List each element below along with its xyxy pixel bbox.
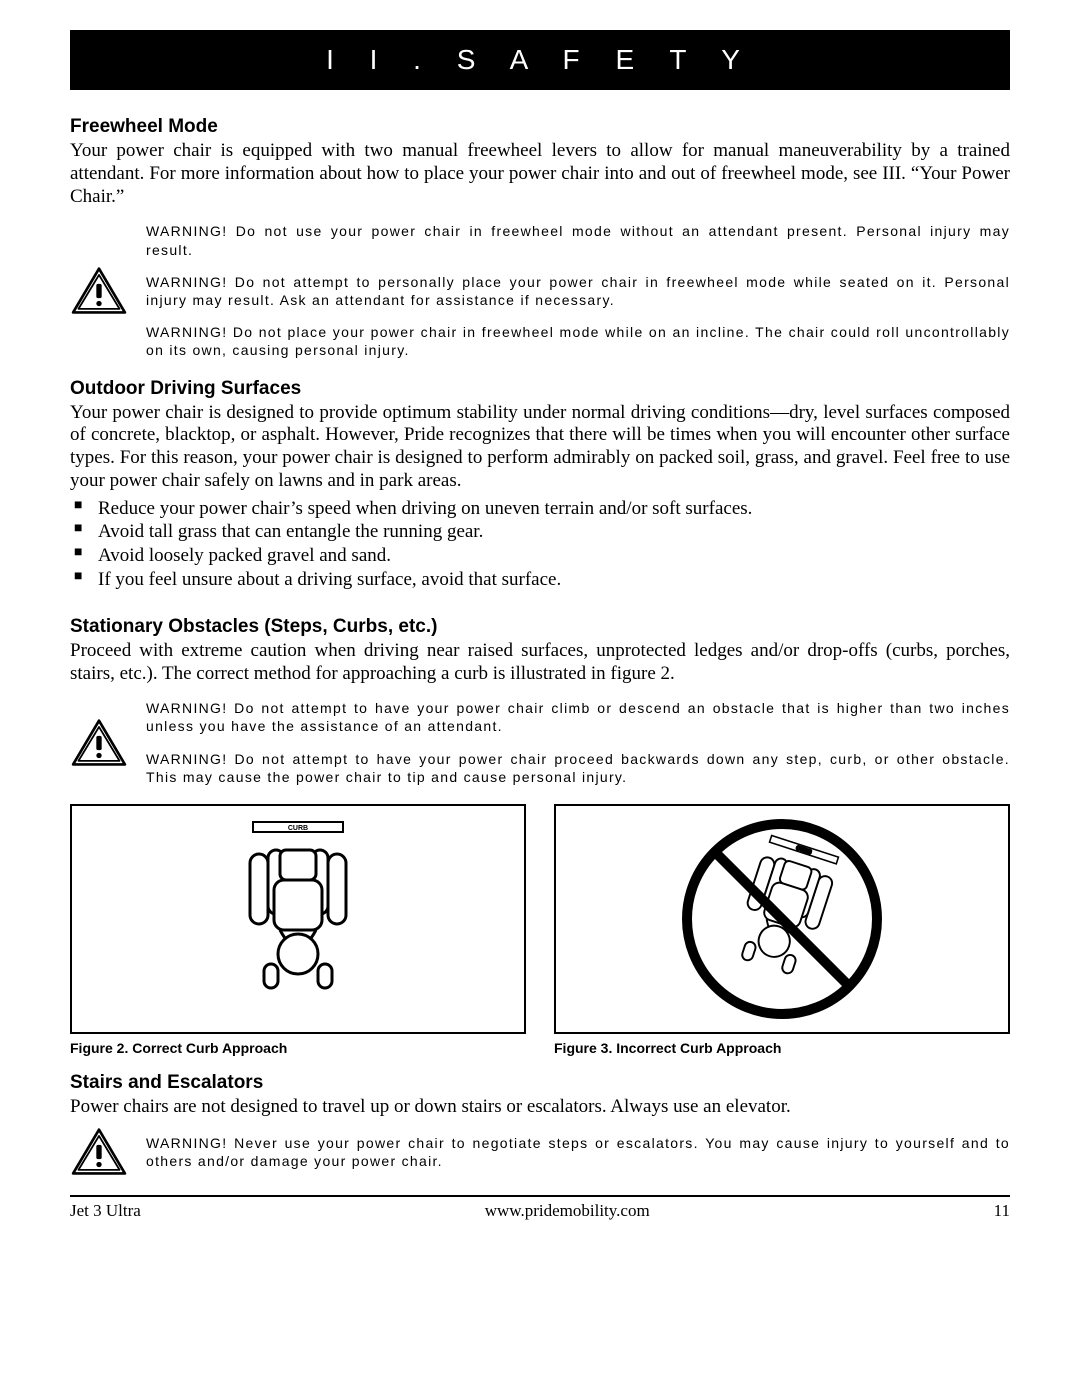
curb-label: CURB	[288, 825, 308, 832]
warning-text: WARNING! Never use your power chair to n…	[146, 1134, 1010, 1170]
figure-3-column: CURB Figure 3. Incorrect Curb Approach	[554, 804, 1010, 1056]
warning-text-group: WARNING! Never use your power chair to n…	[146, 1134, 1010, 1170]
figure-2-caption: Figure 2. Correct Curb Approach	[70, 1040, 526, 1056]
warning-triangle-icon	[70, 718, 128, 768]
figure-row: CURB	[70, 804, 1010, 1056]
warning-text: WARNING! Do not attempt to personally pl…	[146, 273, 1010, 309]
body-obstacles: Proceed with extreme caution when drivin…	[70, 640, 1010, 686]
warning-text: WARNING! Do not place your power chair i…	[146, 323, 1010, 359]
page-footer: Jet 3 Ultra www.pridemobility.com 11	[70, 1197, 1010, 1221]
warning-block-freewheel: WARNING! Do not use your power chair in …	[70, 222, 1010, 359]
figure-3-illustration: CURB	[652, 814, 912, 1024]
heading-freewheel: Freewheel Mode	[70, 116, 1010, 138]
warning-block-stairs: WARNING! Never use your power chair to n…	[70, 1127, 1010, 1177]
warning-text-group: WARNING! Do not use your power chair in …	[146, 222, 1010, 359]
figure-3-box: CURB	[554, 804, 1010, 1034]
warning-text: WARNING! Do not attempt to have your pow…	[146, 750, 1010, 786]
heading-stairs: Stairs and Escalators	[70, 1072, 1010, 1094]
curb-label: CURB	[795, 845, 812, 856]
figure-2-illustration: CURB	[168, 814, 428, 1024]
figure-3-caption: Figure 3. Incorrect Curb Approach	[554, 1040, 1010, 1056]
warning-text: WARNING! Do not use your power chair in …	[146, 222, 1010, 258]
body-outdoor: Your power chair is designed to provide …	[70, 402, 1010, 493]
body-stairs: Power chairs are not designed to travel …	[70, 1096, 1010, 1119]
warning-triangle-icon	[70, 266, 128, 316]
footer-product: Jet 3 Ultra	[70, 1201, 141, 1221]
warning-text: WARNING! Do not attempt to have your pow…	[146, 699, 1010, 735]
warning-text-group: WARNING! Do not attempt to have your pow…	[146, 699, 1010, 786]
list-item: Avoid tall grass that can entangle the r…	[70, 520, 1010, 544]
footer-url: www.pridemobility.com	[485, 1201, 650, 1221]
figure-2-column: CURB	[70, 804, 526, 1056]
footer-page-number: 11	[994, 1201, 1010, 1221]
figure-2-box: CURB	[70, 804, 526, 1034]
warning-triangle-icon	[70, 1127, 128, 1177]
section-header-title: I I . S A F E T Y	[326, 44, 754, 75]
list-item: Reduce your power chair’s speed when dri…	[70, 497, 1010, 521]
outdoor-bullet-list: Reduce your power chair’s speed when dri…	[70, 497, 1010, 592]
section-header-band: I I . S A F E T Y	[70, 30, 1010, 90]
heading-obstacles: Stationary Obstacles (Steps, Curbs, etc.…	[70, 616, 1010, 638]
heading-outdoor: Outdoor Driving Surfaces	[70, 378, 1010, 400]
list-item: Avoid loosely packed gravel and sand.	[70, 544, 1010, 568]
body-freewheel: Your power chair is equipped with two ma…	[70, 140, 1010, 208]
warning-block-obstacles: WARNING! Do not attempt to have your pow…	[70, 699, 1010, 786]
list-item: If you feel unsure about a driving surfa…	[70, 568, 1010, 592]
